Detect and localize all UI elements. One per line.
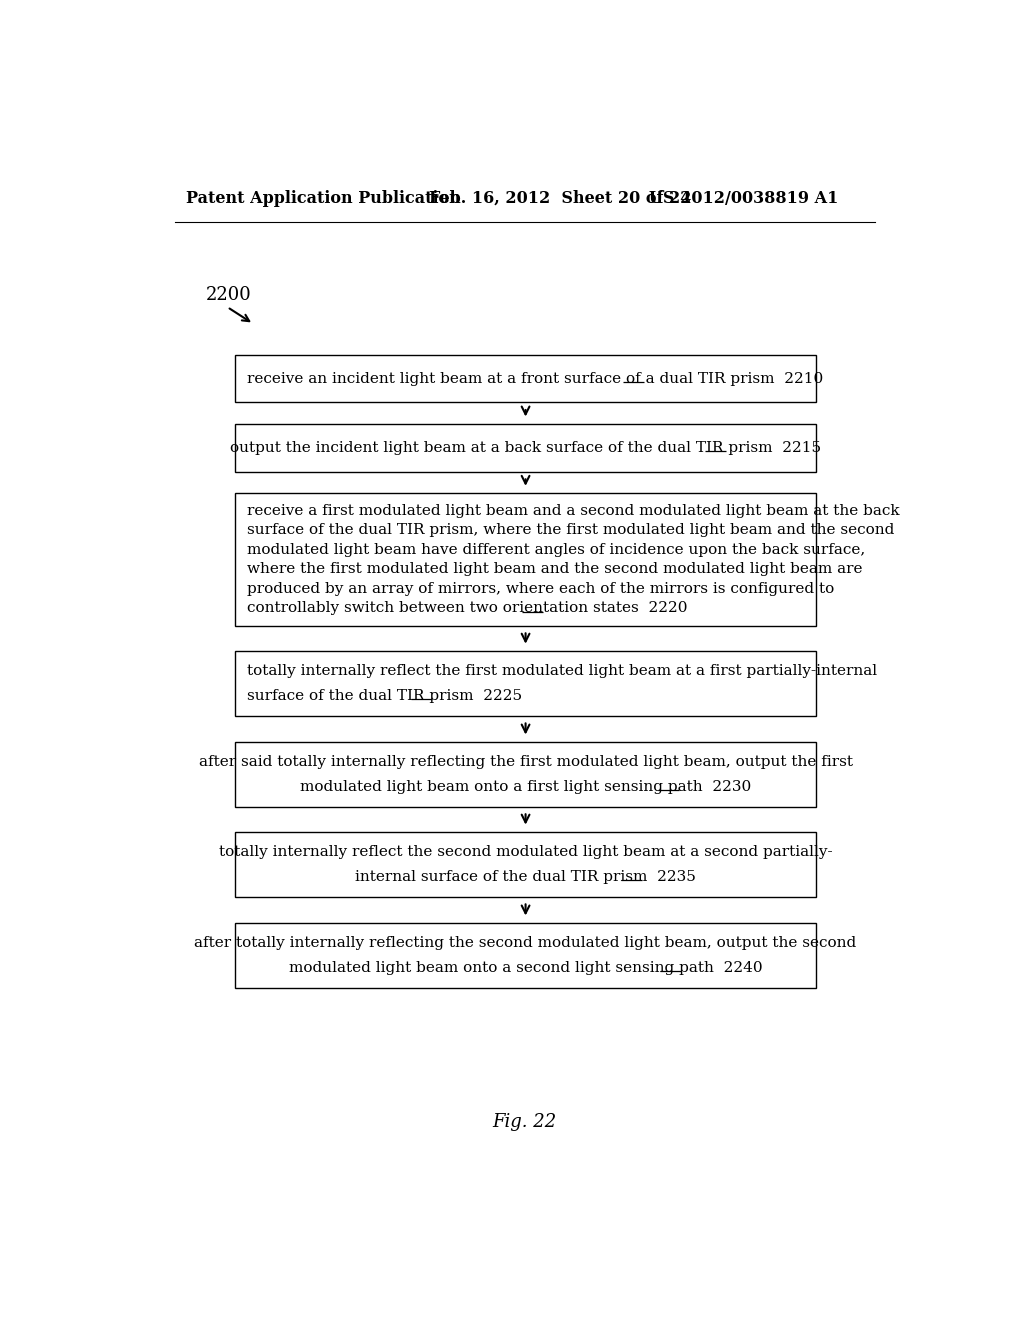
Bar [234, 923, 816, 987]
Text: Patent Application Publication: Patent Application Publication [186, 190, 461, 207]
Bar [234, 355, 816, 403]
Text: Feb. 16, 2012  Sheet 20 of 24: Feb. 16, 2012 Sheet 20 of 24 [429, 190, 691, 207]
Text: US 2012/0038819 A1: US 2012/0038819 A1 [649, 190, 839, 207]
Bar [234, 651, 816, 715]
Text: 2200: 2200 [206, 286, 251, 305]
Text: totally internally reflect the second modulated light beam at a second partially: totally internally reflect the second mo… [219, 845, 833, 859]
Text: where the first modulated light beam and the second modulated light beam are: where the first modulated light beam and… [248, 562, 863, 577]
Text: modulated light beam have different angles of incidence upon the back surface,: modulated light beam have different angl… [248, 543, 865, 557]
Text: surface of the dual TIR prism  2225: surface of the dual TIR prism 2225 [248, 689, 522, 702]
Text: modulated light beam onto a first light sensing path  2230: modulated light beam onto a first light … [300, 780, 752, 793]
Bar [234, 494, 816, 626]
Text: Fig. 22: Fig. 22 [493, 1114, 557, 1131]
Bar [234, 832, 816, 896]
Text: produced by an array of mirrors, where each of the mirrors is configured to: produced by an array of mirrors, where e… [248, 582, 835, 595]
Text: after said totally internally reflecting the first modulated light beam, output : after said totally internally reflecting… [199, 755, 853, 770]
Text: totally internally reflect the first modulated light beam at a first partially-i: totally internally reflect the first mod… [248, 664, 878, 678]
Text: receive an incident light beam at a front surface of a dual TIR prism  2210: receive an incident light beam at a fron… [248, 372, 823, 385]
Text: after totally internally reflecting the second modulated light beam, output the : after totally internally reflecting the … [195, 936, 857, 950]
Bar [234, 742, 816, 807]
Text: controllably switch between two orientation states  2220: controllably switch between two orientat… [248, 602, 688, 615]
Text: internal surface of the dual TIR prism  2235: internal surface of the dual TIR prism 2… [355, 870, 696, 884]
Text: output the incident light beam at a back surface of the dual TIR prism  2215: output the incident light beam at a back… [230, 441, 821, 455]
Bar [234, 424, 816, 471]
Text: modulated light beam onto a second light sensing path  2240: modulated light beam onto a second light… [289, 961, 763, 974]
Text: surface of the dual TIR prism, where the first modulated light beam and the seco: surface of the dual TIR prism, where the… [248, 523, 895, 537]
Text: receive a first modulated light beam and a second modulated light beam at the ba: receive a first modulated light beam and… [248, 504, 900, 517]
